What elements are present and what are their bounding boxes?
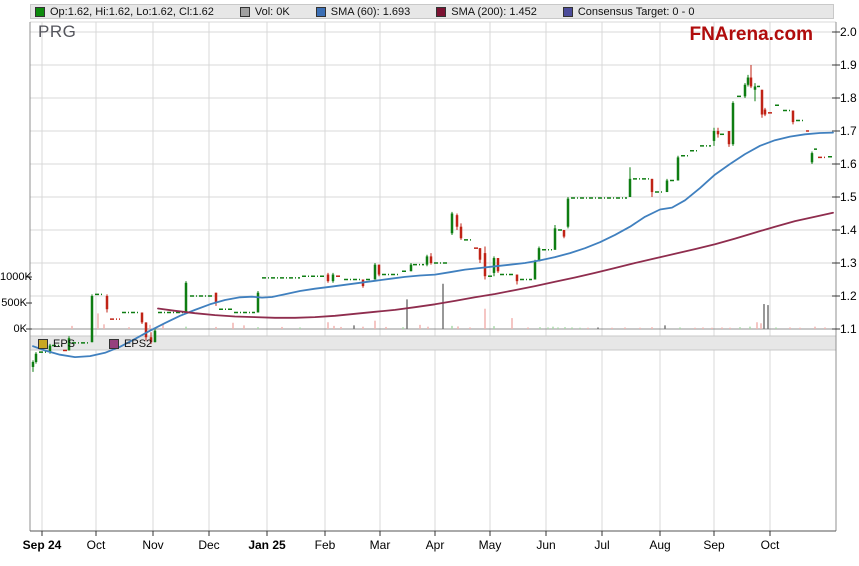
undefined-sma200-swatch-icon (436, 6, 447, 17)
volume-bars (71, 283, 826, 329)
x-axis-label: May (478, 538, 502, 552)
undefined-sma60: SMA (60): 1.693 (315, 5, 411, 18)
undefined-volume: Vol: 0K (239, 5, 290, 18)
x-axis-label: Nov (142, 538, 164, 552)
x-axis-label: Mar (369, 538, 391, 552)
undefined-eps2-label: EPS2 (124, 337, 153, 350)
x-axis-label: Apr (425, 538, 445, 552)
gridlines (30, 21, 836, 531)
undefined-eps-label: EPS (53, 337, 76, 350)
sma200-line (157, 211, 834, 319)
x-axis-label: Sep (703, 538, 725, 552)
fnarena-logo: FNArena.com (689, 24, 813, 45)
price-axis-label: 1.6 (840, 157, 857, 171)
undefined-volume-swatch-icon (239, 6, 250, 17)
undefined-eps2: EPS2 (109, 338, 152, 350)
price-axis-label: 1.1 (840, 322, 857, 336)
undefined-sma200: SMA (200): 1.452 (436, 6, 537, 18)
undefined-volume-label: Vol: 0K (254, 5, 290, 18)
undefined-ohlc-swatch-icon (35, 6, 45, 17)
chart-frame (26, 22, 840, 536)
x-axis-label: Jun (536, 538, 556, 552)
price-axis-label: 1.5 (840, 190, 857, 204)
volume-axis-label: 500K (1, 297, 27, 309)
x-axis-label: Jan 25 (248, 538, 286, 552)
eps-legend: EPS EPS2 (38, 337, 152, 350)
chart-legend: Op:1.62, Hi:1.62, Lo:1.62, Cl:1.62 Vol: 0… (30, 4, 834, 19)
price-axis-label: 1.9 (840, 58, 857, 72)
undefined-eps2-swatch-icon (109, 338, 120, 349)
x-axis-label: Aug (649, 538, 671, 552)
price-axis-label: 2.0 (840, 25, 857, 39)
price-axis-label: 1.7 (840, 124, 857, 138)
undefined-consensus-target: Consensus Target: 0 - 0 (562, 5, 695, 18)
x-axis-label: Dec (198, 538, 220, 552)
undefined-ohlc-label: Op:1.62, Hi:1.62, Lo:1.62, Cl:1.62 (50, 5, 214, 18)
sma60-line (32, 131, 834, 359)
undefined-consensus-target-label: Consensus Target: 0 - 0 (577, 5, 695, 18)
undefined-sma200-label: SMA (200): 1.452 (451, 5, 537, 18)
x-axis-label: Jul (594, 538, 610, 552)
x-axis-label: Feb (314, 538, 336, 552)
price-axis-label: 1.3 (840, 256, 857, 270)
x-axis-label: Sep 24 (22, 538, 62, 552)
price-axis-label: 1.2 (840, 289, 857, 303)
volume-axis-label: 0K (13, 323, 27, 335)
undefined-eps: EPS (38, 338, 75, 350)
candles (31, 65, 833, 372)
x-axis-label: Oct (760, 538, 780, 552)
undefined-sma60-swatch-icon (315, 6, 326, 17)
undefined-consensus-target-swatch-icon (562, 6, 573, 17)
undefined-sma60-label: SMA (60): 1.693 (330, 5, 411, 18)
price-axis-label: 1.4 (840, 223, 857, 237)
undefined-ohlc: Op:1.62, Hi:1.62, Lo:1.62, Cl:1.62 (35, 6, 214, 18)
ticker-symbol: PRG (38, 22, 77, 41)
volume-axis-label: 1000K (0, 271, 32, 283)
undefined-eps-swatch-icon (38, 338, 48, 349)
x-axis-label: Oct (86, 538, 106, 552)
price-axis-label: 1.8 (840, 91, 857, 105)
